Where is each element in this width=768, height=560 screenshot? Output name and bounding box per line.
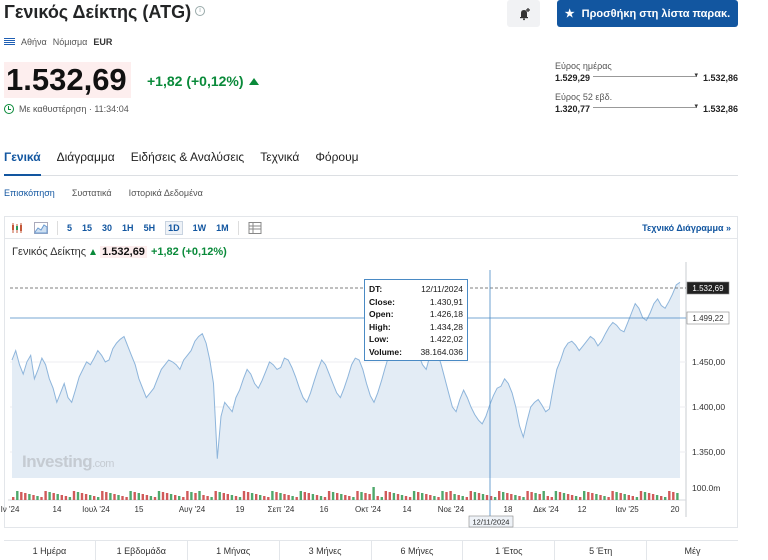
legend-name: Γενικός Δείκτης: [12, 246, 87, 258]
day-range-high: 1.532,86: [702, 73, 738, 83]
day-range: Εύρος ημέρας ▾ 1.529,29 1.532,86: [555, 61, 738, 83]
tooltip-row: High: 1.434,28: [369, 321, 463, 334]
page-title: Γενικός Δείκτης (ATG) i: [4, 2, 206, 23]
tab-chart[interactable]: Διάγραμμα: [56, 150, 115, 164]
week52-range: Εύρος 52 εβδ. ▾ 1.320,77 1.532,86: [555, 92, 738, 114]
tooltip-key: High:: [369, 321, 391, 332]
toolbar-divider: [237, 220, 239, 235]
subtab-overview[interactable]: Επισκόπηση: [4, 188, 55, 198]
price-change-value: +1,82 (+0,12%): [147, 73, 244, 89]
interval-5[interactable]: 5: [67, 222, 73, 233]
interval-1w[interactable]: 1W: [192, 222, 207, 233]
tab-general[interactable]: Γενικά: [4, 150, 41, 176]
currency-label: Νόμισμα: [52, 37, 88, 47]
week52-range-bar: [593, 107, 697, 108]
period-1-week[interactable]: 1 Εβδομάδα: [94, 541, 187, 560]
week52-range-high: 1.532,86: [702, 104, 738, 114]
info-icon[interactable]: i: [195, 6, 206, 16]
tooltip-value: 1.430,91: [429, 296, 463, 307]
sub-tabs: Επισκόπηση Συστατικά Ιστορικά Δεδομένα: [4, 188, 203, 198]
tooltip-value: 1.426,18: [429, 309, 463, 320]
day-range-bar: [593, 76, 697, 77]
legend-up-icon: [90, 249, 97, 255]
tab-technical[interactable]: Τεχνικά: [260, 150, 300, 164]
tab-forum[interactable]: Φόρουμ: [315, 150, 359, 164]
tooltip-value: 12/11/2024: [421, 284, 463, 294]
subtab-components[interactable]: Συστατικά: [71, 188, 112, 198]
legend-price: 1.532,69: [100, 246, 147, 258]
delay-text: Με καθυστέρηση · 11:34:04: [19, 104, 129, 114]
tooltip-value: 1.422,02: [429, 334, 463, 345]
main-tabs: Γενικά Διάγραμμα Ειδήσεις & Αναλύσεις Τε…: [4, 150, 738, 176]
tooltip-row: Volume: 38.164.036: [369, 346, 463, 359]
delay-status: Με καθυστέρηση · 11:34:04: [4, 104, 129, 114]
period-6-months[interactable]: 6 Μήνες: [370, 541, 463, 560]
tooltip-key: Volume:: [369, 346, 402, 357]
exchange-name: Αθήνα: [21, 37, 47, 47]
interval-15[interactable]: 15: [82, 222, 93, 233]
tooltip-row: DT: 12/11/2024: [369, 283, 463, 296]
tooltip-row: Close: 1.430,91: [369, 296, 463, 309]
chart-container[interactable]: [4, 238, 738, 528]
watermark-brand: Investing: [22, 452, 93, 471]
tooltip-value: 38.164.036: [420, 346, 463, 357]
price-change: +1,82 (+0,12%): [147, 73, 259, 89]
greece-flag-icon: [4, 38, 15, 46]
subtab-historical-data[interactable]: Ιστορικά Δεδομένα: [128, 188, 203, 198]
chart-legend: Γενικός Δείκτης 1.532,69 +1,82 (+0,12%): [12, 246, 227, 258]
interval-1h[interactable]: 1H: [122, 222, 134, 233]
technical-chart-link[interactable]: Τεχνικό Διάγραμμα »: [642, 222, 731, 233]
day-range-label: Εύρος ημέρας: [555, 61, 612, 71]
instrument-meta: Αθήνα Νόμισμα EUR: [4, 37, 112, 47]
investing-watermark: Investing.com: [22, 452, 114, 472]
watchlist-button-label: Προσθήκη στη λίστα παρακ.: [581, 7, 731, 20]
star-icon: ★: [564, 8, 575, 20]
candlestick-icon[interactable]: [10, 222, 24, 234]
currency-value: EUR: [93, 37, 113, 47]
table-icon[interactable]: [248, 221, 262, 234]
toolbar-divider: [57, 220, 58, 235]
up-arrow-icon: [248, 77, 259, 85]
tooltip-row: Low: 1.422,02: [369, 333, 463, 346]
interval-1m[interactable]: 1M: [216, 222, 229, 233]
period-5-years[interactable]: 5 Έτη: [554, 541, 646, 560]
interval-30[interactable]: 30: [102, 222, 113, 233]
instrument-name: Γενικός Δείκτης (ATG): [4, 2, 192, 22]
tooltip-key: DT:: [369, 284, 383, 294]
tooltip-row: Open: 1.426,18: [369, 308, 463, 321]
week52-range-low: 1.320,77: [555, 104, 591, 114]
tooltip-value: 1.434,28: [429, 321, 463, 332]
chart-toolbar: 5 15 30 1H 5H 1D 1W 1M Τεχνικό Διάγραμμα…: [4, 216, 738, 238]
period-max[interactable]: Μέγ: [646, 541, 738, 560]
day-range-marker: ▾: [694, 72, 698, 79]
tooltip-key: Open:: [369, 309, 394, 320]
period-1-day[interactable]: 1 Ημέρα: [32, 546, 67, 556]
tooltip-key: Close:: [369, 296, 395, 307]
add-to-watchlist-button[interactable]: ★ Προσθήκη στη λίστα παρακ.: [557, 0, 738, 27]
last-price: 1.532,69: [4, 62, 131, 98]
period-1-year[interactable]: 1 Έτος: [462, 541, 554, 560]
period-selector: 1 Ημέρα 1 Εβδομάδα 1 Μήνας 3 Μήνες 6 Μήν…: [4, 540, 738, 560]
tooltip-key: Low:: [369, 334, 389, 345]
legend-change: +1,82 (+0,12%): [150, 246, 227, 258]
add-alert-button[interactable]: [507, 0, 540, 27]
period-1-month[interactable]: 1 Μήνας: [186, 541, 279, 560]
interval-5h[interactable]: 5H: [143, 222, 156, 233]
period-3-months[interactable]: 3 Μήνες: [278, 541, 371, 560]
crosshair-tooltip: DT: 12/11/2024 Close: 1.430,91 Open: 1.426,18…: [364, 279, 468, 361]
week52-range-marker: ▾: [694, 103, 698, 110]
clock-icon: [4, 104, 14, 114]
tab-news-analysis[interactable]: Ειδήσεις & Αναλύσεις: [130, 150, 245, 164]
area-chart-icon[interactable]: [34, 221, 48, 234]
watermark-suffix: .com: [92, 458, 114, 470]
week52-range-label: Εύρος 52 εβδ.: [555, 92, 613, 102]
day-range-low: 1.529,29: [555, 73, 591, 83]
bell-plus-icon: [519, 7, 530, 20]
interval-1d[interactable]: 1D: [165, 220, 183, 235]
